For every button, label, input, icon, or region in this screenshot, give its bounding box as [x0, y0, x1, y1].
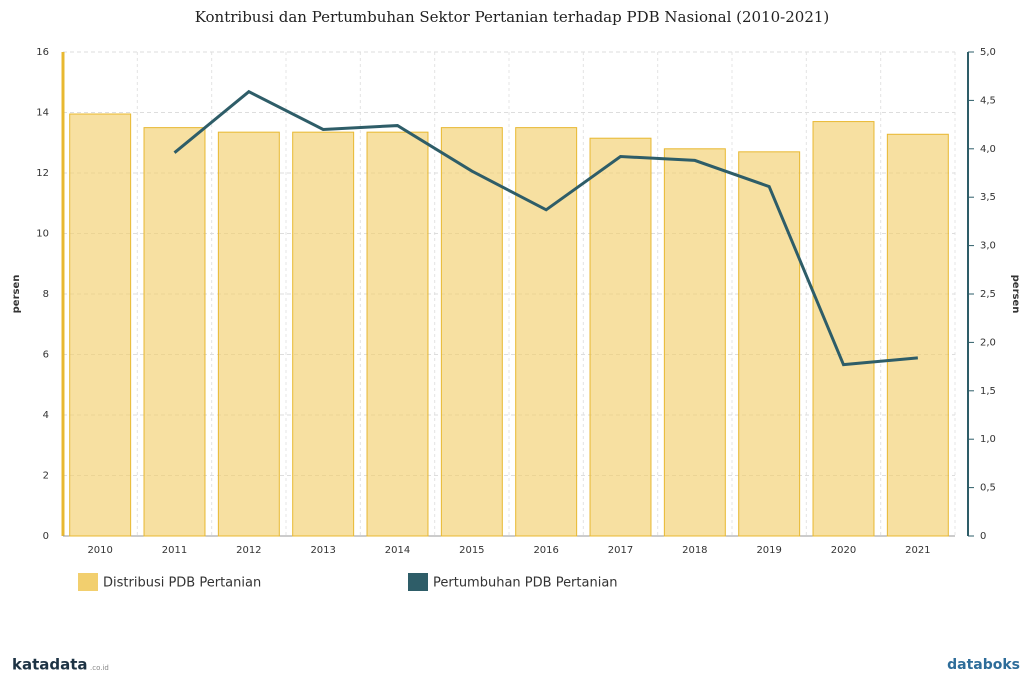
- y2-tick-label: 2,0: [980, 337, 996, 348]
- bar: [144, 128, 205, 536]
- bar: [70, 114, 131, 536]
- bar: [441, 128, 502, 536]
- y-tick-label: 2: [43, 471, 49, 482]
- x-tick-label: 2020: [831, 545, 856, 556]
- bar: [516, 128, 577, 536]
- x-tick-label: 2021: [905, 545, 930, 556]
- x-tick-label: 2012: [236, 545, 261, 556]
- bar: [664, 149, 725, 536]
- chart-title: Kontribusi dan Pertumbuhan Sektor Pertan…: [195, 8, 830, 26]
- x-tick-label: 2014: [385, 545, 410, 556]
- x-tick-label: 2018: [682, 545, 707, 556]
- y-tick-label: 12: [36, 168, 49, 179]
- x-tick-label: 2016: [533, 545, 558, 556]
- y-tick-label: 16: [36, 47, 49, 58]
- source-left: katadata: [12, 656, 88, 674]
- x-tick-label: 2017: [608, 545, 633, 556]
- y2-tick-label: 3,5: [980, 192, 996, 203]
- bar: [739, 152, 800, 536]
- y-axis-label: persen: [11, 275, 22, 314]
- y-tick-label: 4: [43, 410, 49, 421]
- y-tick-label: 8: [43, 289, 49, 300]
- bar: [293, 132, 354, 536]
- bar: [813, 122, 874, 536]
- x-tick-label: 2010: [87, 545, 112, 556]
- source-right: databoks: [947, 657, 1020, 673]
- bar: [887, 134, 948, 536]
- bar: [218, 132, 279, 536]
- y2-axis-label: persen: [1010, 275, 1021, 314]
- chart: Kontribusi dan Pertumbuhan Sektor Pertan…: [0, 0, 1023, 677]
- source-left-suffix: .co.id: [90, 664, 109, 672]
- y2-tick-label: 5,0: [980, 47, 996, 58]
- y-tick-label: 0: [43, 531, 49, 542]
- y-tick-label: 6: [43, 350, 49, 361]
- legend-swatch: [408, 573, 428, 591]
- y2-tick-label: 4,5: [980, 95, 996, 106]
- y2-tick-label: 0,5: [980, 483, 996, 494]
- y2-tick-label: 3,0: [980, 241, 996, 252]
- y-tick-label: 10: [36, 229, 49, 240]
- x-tick-label: 2013: [310, 545, 335, 556]
- y2-tick-label: 2,5: [980, 289, 996, 300]
- x-tick-label: 2011: [162, 545, 187, 556]
- legend-label: Pertumbuhan PDB Pertanian: [433, 576, 618, 591]
- x-tick-label: 2019: [756, 545, 781, 556]
- y2-tick-label: 1,5: [980, 386, 996, 397]
- y2-tick-label: 1,0: [980, 434, 996, 445]
- legend-label: Distribusi PDB Pertanian: [103, 576, 261, 591]
- y2-tick-label: 4,0: [980, 144, 996, 155]
- y-tick-label: 14: [36, 108, 49, 119]
- x-tick-label: 2015: [459, 545, 484, 556]
- y2-tick-label: 0: [980, 531, 986, 542]
- legend-swatch: [78, 573, 98, 591]
- bar: [367, 132, 428, 536]
- bar: [590, 138, 651, 536]
